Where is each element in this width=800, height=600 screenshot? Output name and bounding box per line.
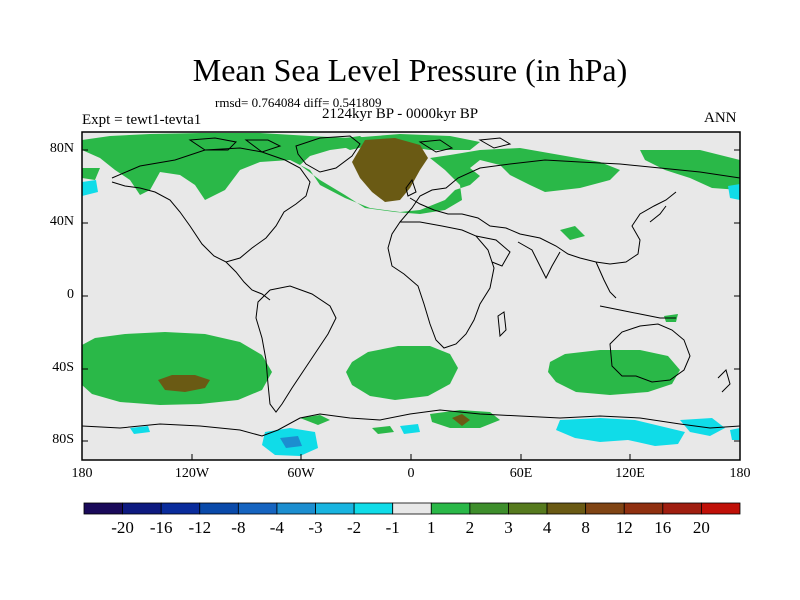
coastlines bbox=[81, 135, 741, 437]
lon-ticks bbox=[81, 454, 741, 460]
lat-label-80s: 80S bbox=[52, 432, 74, 447]
colorbar-swatch-11 bbox=[508, 502, 548, 515]
colorbar-label-3: -8 bbox=[231, 518, 246, 537]
colorbar-swatch-8 bbox=[392, 502, 432, 515]
colorbar-swatch-12 bbox=[546, 502, 587, 515]
colorbar-label-5: -3 bbox=[308, 518, 323, 537]
colorbar-swatch-0 bbox=[83, 502, 123, 515]
anomaly-negative-regions bbox=[82, 180, 740, 456]
lon-label-120w: 120W bbox=[174, 466, 210, 481]
lon-label-120e: 120E bbox=[615, 466, 645, 481]
colorbar-swatch-13 bbox=[585, 502, 625, 515]
colorbar-swatch-3 bbox=[199, 502, 239, 515]
colorbar-swatch-5 bbox=[276, 502, 316, 515]
colorbar-swatch-15 bbox=[662, 502, 702, 515]
colorbar-label-9: 2 bbox=[465, 518, 475, 537]
colorbar-swatch-9 bbox=[430, 502, 471, 515]
experiment-label: Expt = tewt1-tevta1 bbox=[82, 112, 202, 128]
colorbar-swatch-4 bbox=[237, 502, 278, 515]
colorbar-label-11: 4 bbox=[542, 518, 552, 537]
colorbar-label-12: 8 bbox=[581, 518, 590, 537]
colorbar-label-0: -20 bbox=[111, 518, 134, 537]
lon-label-180e: 180 bbox=[729, 466, 751, 481]
colorbar-label-2: -12 bbox=[188, 518, 212, 537]
lon-label-0: 0 bbox=[407, 466, 415, 481]
anomaly-strong-negative-regions bbox=[280, 436, 302, 448]
lat-label-40n: 40N bbox=[49, 214, 74, 229]
colorbar-label-7: -1 bbox=[385, 518, 400, 537]
colorbar-label-1: -16 bbox=[149, 518, 173, 537]
lat-label-0: 0 bbox=[67, 287, 74, 302]
anomaly-positive-regions bbox=[82, 133, 740, 434]
colorbar-swatch-14 bbox=[623, 502, 664, 515]
colorbar-label-8: 1 bbox=[427, 518, 436, 537]
lat-ticks bbox=[82, 149, 740, 442]
period-line: 2124kyr BP - 0000kyr BP bbox=[322, 106, 479, 122]
anomaly-strong-positive-regions bbox=[158, 138, 470, 426]
stats-line: rmsd= 0.764084 diff= 0.541809 bbox=[215, 95, 382, 110]
colorbar-label-14: 16 bbox=[654, 518, 672, 537]
lat-label-40s: 40S bbox=[52, 360, 74, 375]
lat-label-80n: 80N bbox=[49, 141, 74, 156]
colorbar bbox=[83, 502, 741, 515]
season-label: ANN bbox=[704, 110, 737, 126]
lon-label-180w: 180 bbox=[71, 466, 93, 481]
colorbar-swatch-6 bbox=[315, 502, 355, 515]
colorbar-swatch-10 bbox=[469, 502, 509, 515]
colorbar-label-6: -2 bbox=[347, 518, 362, 537]
colorbar-label-4: -4 bbox=[269, 518, 284, 537]
colorbar-swatch-1 bbox=[122, 502, 162, 515]
lon-label-60w: 60W bbox=[287, 466, 315, 481]
lon-label-60e: 60E bbox=[509, 466, 533, 481]
colorbar-label-15: 20 bbox=[692, 518, 710, 537]
map-background bbox=[82, 132, 740, 460]
colorbar-label-13: 12 bbox=[615, 518, 633, 537]
colorbar-label-10: 3 bbox=[504, 518, 513, 537]
colorbar-swatch-7 bbox=[353, 502, 394, 515]
colorbar-swatch-16 bbox=[701, 502, 741, 515]
map-title: Mean Sea Level Pressure (in hPa) bbox=[192, 52, 628, 88]
colorbar-swatch-2 bbox=[160, 502, 201, 515]
